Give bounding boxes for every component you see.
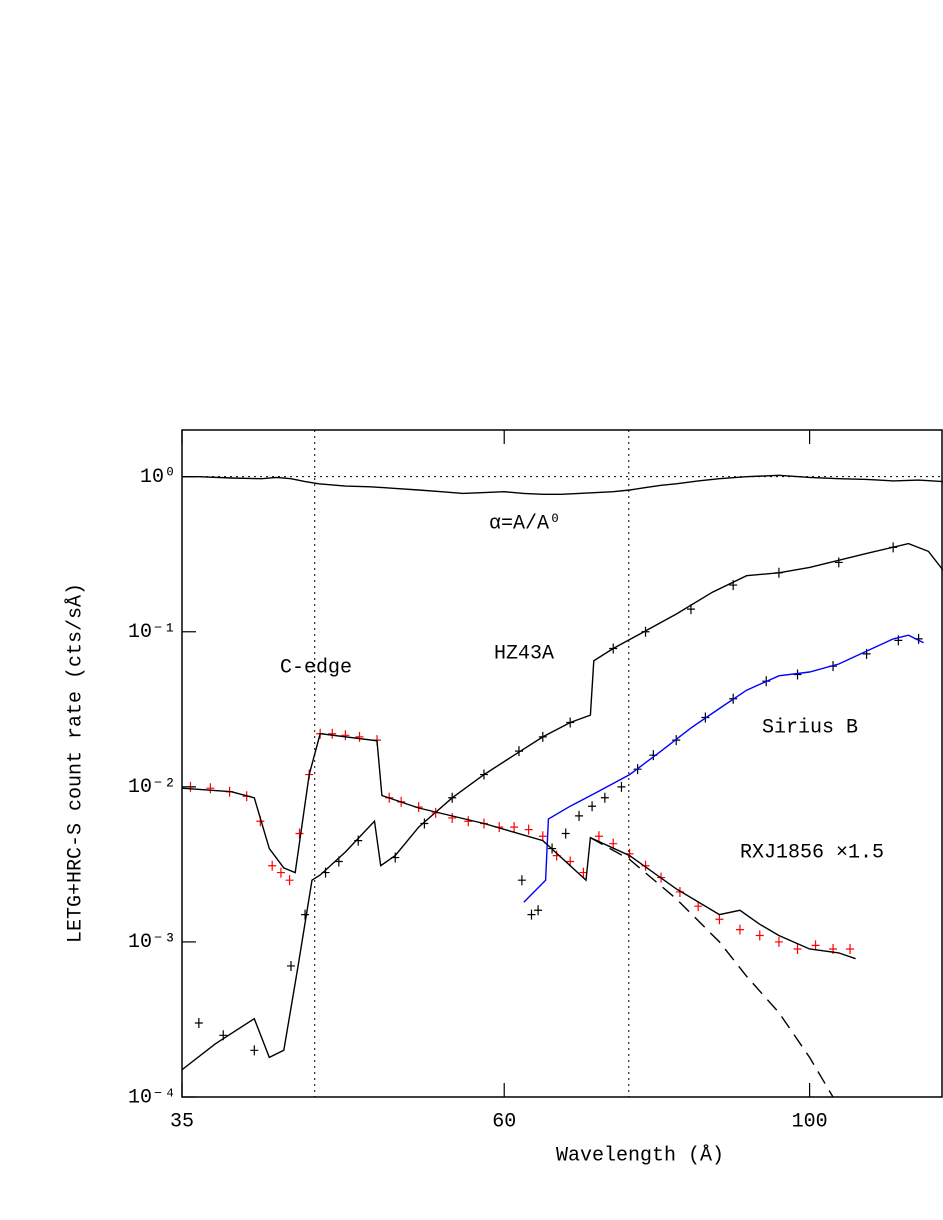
- data-point: [735, 924, 744, 935]
- data-point: [538, 731, 547, 742]
- series-line: [182, 542, 943, 1071]
- data-point: [206, 783, 215, 794]
- data-point: [448, 812, 457, 823]
- data-point: [479, 769, 488, 780]
- data-point: [609, 838, 618, 849]
- y-tick-label: 10⁻¹: [128, 621, 176, 644]
- annotation: C-edge: [280, 656, 352, 679]
- data-point: [517, 875, 526, 886]
- data-point: [341, 730, 350, 741]
- data-point: [514, 746, 523, 757]
- data-point: [219, 1030, 228, 1041]
- data-point: [575, 810, 584, 821]
- data-point: [538, 831, 547, 842]
- data-point: [510, 822, 519, 833]
- y-axis-label: LETG+HRC-S count rate (cts/sÅ): [64, 583, 87, 943]
- data-point: [793, 944, 802, 955]
- data-point: [524, 824, 533, 835]
- data-point: [285, 875, 294, 886]
- x-tick-label: 60: [492, 1110, 516, 1133]
- y-tick-label: 10⁻⁴: [128, 1086, 176, 1109]
- data-point: [334, 856, 343, 867]
- data-point: [321, 867, 330, 878]
- x-tick-label: 100: [792, 1110, 828, 1133]
- data-point: [889, 542, 898, 553]
- annotation: HZ43A: [494, 642, 554, 665]
- data-point: [420, 818, 429, 829]
- y-tick-label: 10⁰: [140, 466, 176, 489]
- annotation: RXJ1856 ×1.5: [740, 841, 884, 864]
- annotation: α=A/A⁰: [489, 512, 561, 535]
- series-line: [182, 732, 856, 960]
- annotation: Sirius B: [762, 716, 858, 739]
- data-point: [391, 852, 400, 863]
- plot-frame: [181, 429, 943, 1098]
- data-point: [561, 828, 570, 839]
- x-axis-label: Wavelength (Å): [556, 1144, 724, 1167]
- data-point: [686, 604, 695, 615]
- data-point: [609, 643, 618, 654]
- series-line: [523, 634, 924, 903]
- plot-area: [182, 474, 943, 1097]
- data-point: [527, 909, 536, 920]
- y-tick-label: 10⁻³: [128, 931, 176, 954]
- data-point: [194, 1018, 203, 1029]
- series-line: [182, 474, 943, 495]
- data-point: [755, 930, 764, 941]
- data-point: [774, 567, 783, 578]
- data-point: [834, 557, 843, 568]
- data-point: [594, 831, 603, 842]
- data-point: [811, 940, 820, 951]
- y-tick-label: 10⁻²: [128, 776, 176, 799]
- data-point: [588, 801, 597, 812]
- data-point: [276, 867, 285, 878]
- data-point: [295, 828, 304, 839]
- data-point: [328, 728, 337, 739]
- data-point: [694, 901, 703, 912]
- series-line: [590, 837, 834, 1097]
- data-point: [250, 1045, 259, 1056]
- data-point: [268, 860, 277, 871]
- data-point: [355, 731, 364, 742]
- data-point: [715, 914, 724, 925]
- data-point: [641, 626, 650, 637]
- data-point: [566, 717, 575, 728]
- data-point: [600, 792, 609, 803]
- data-point: [464, 816, 473, 827]
- data-point: [846, 944, 855, 955]
- data-point: [534, 905, 543, 916]
- data-point: [617, 781, 626, 792]
- data-point: [301, 909, 310, 920]
- data-point: [448, 792, 457, 803]
- data-point: [354, 835, 363, 846]
- data-point: [729, 580, 738, 591]
- data-point: [286, 960, 295, 971]
- x-tick-label: 35: [170, 1110, 194, 1133]
- data-point: [774, 936, 783, 947]
